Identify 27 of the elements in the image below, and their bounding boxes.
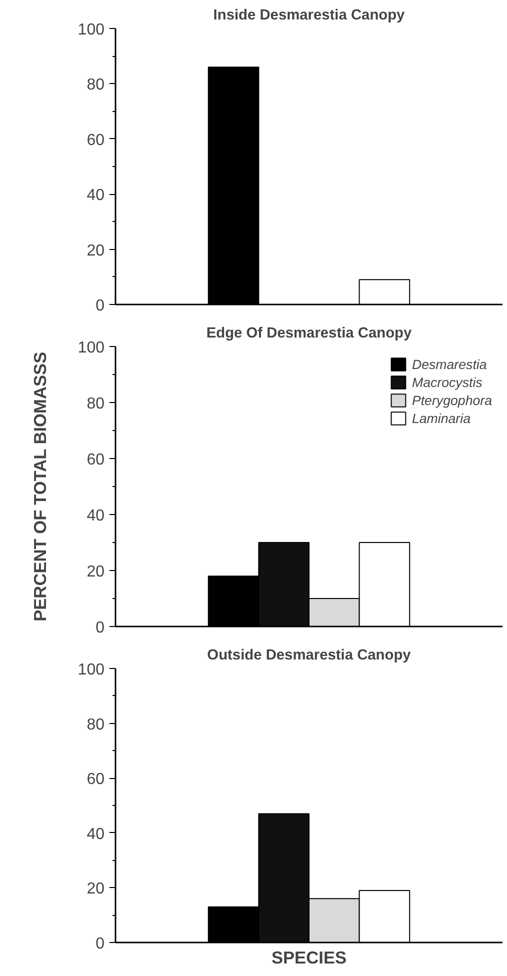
legend-label: Laminaria <box>412 410 470 426</box>
legend-label: Pterygophora <box>412 392 492 408</box>
y-tick-label: 80 <box>86 716 105 734</box>
y-tick-label: 80 <box>86 76 105 94</box>
y-tick-label: 80 <box>86 396 105 412</box>
y-tick-label: 0 <box>96 298 105 314</box>
y-axis-title: PERCENT OF TOTAL BIOMASSS <box>30 352 50 622</box>
y-tick-label: 40 <box>86 508 105 524</box>
y-tick-label: 40 <box>86 187 105 204</box>
chart-title: Edge Of Desmarestia Canopy <box>206 326 412 342</box>
y-tick-label: 20 <box>86 242 105 260</box>
y-tick-label: 60 <box>86 132 105 149</box>
y-tick-label: 0 <box>96 620 105 636</box>
y-tick-label: 40 <box>86 826 105 843</box>
y-tick-label: 60 <box>86 771 105 788</box>
y-tick-label: 60 <box>86 452 105 468</box>
legend-label: Desmarestia <box>412 356 487 372</box>
legend-label: Macrocystis <box>412 374 482 390</box>
y-tick-label: 100 <box>78 662 105 678</box>
y-tick-label: 20 <box>86 564 105 580</box>
x-axis-title: SPECIES <box>271 948 347 968</box>
chart-title: Outside Desmarestia Canopy <box>207 648 412 664</box>
y-tick-label: 0 <box>96 936 105 952</box>
y-tick-label: 20 <box>86 880 105 898</box>
y-tick-label: 100 <box>78 22 105 38</box>
y-tick-label: 100 <box>78 340 105 356</box>
chart-title: Inside Desmarestia Canopy <box>213 8 406 24</box>
